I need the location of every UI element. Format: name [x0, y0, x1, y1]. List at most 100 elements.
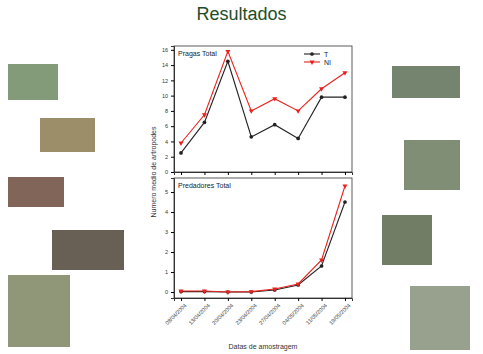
marker: [296, 283, 300, 287]
y-axis-title: Numero medio de artropodes: [150, 126, 158, 218]
y-tick-mark: [171, 50, 174, 51]
marker: [226, 59, 230, 63]
marker: [249, 135, 253, 139]
x-tick-mark: [228, 172, 229, 175]
y-tick-label: 6: [165, 123, 168, 129]
photo: [404, 140, 460, 190]
marker: [296, 283, 301, 287]
x-tick-label: 04/05/2004: [281, 302, 305, 326]
x-tick-label: 13/04/2004: [187, 302, 211, 326]
y-axis: 0246810121416: [162, 47, 175, 176]
photo: [8, 177, 64, 207]
x-tick-label: 23/04/2004: [234, 302, 258, 326]
x-tick-mark: [322, 172, 323, 175]
marker: [203, 290, 207, 294]
chart: 0246810121416Pragas TotalTNI: [162, 46, 353, 175]
x-tick: 11/05/2004: [305, 298, 328, 326]
legend-marker: [309, 61, 314, 65]
marker: [249, 109, 254, 113]
marker: [319, 259, 324, 263]
marker: [319, 87, 324, 91]
x-tick-mark: [181, 298, 182, 301]
marker: [179, 290, 184, 294]
y-tick-mark: [171, 111, 174, 112]
x-tick: [228, 172, 229, 175]
y-tick: 5: [165, 189, 174, 195]
y-tick-mark: [171, 252, 174, 253]
y-tick-mark: [171, 65, 174, 66]
marker: [225, 50, 230, 54]
marker: [179, 151, 183, 155]
x-tick-mark: [275, 172, 276, 175]
photo: [52, 230, 124, 270]
page-title: Resultados: [196, 4, 286, 24]
x-tick: [181, 172, 182, 175]
y-tick: 2: [165, 249, 174, 255]
legend: TNI: [304, 51, 331, 66]
y-tick-label: 5: [165, 189, 168, 195]
x-tick-label: 19/05/2004: [328, 302, 352, 326]
y-tick: 10: [162, 93, 174, 99]
series-line: [181, 202, 345, 292]
y-tick-mark: [171, 212, 174, 213]
y-tick-label: 1: [165, 269, 168, 275]
y-tick: 14: [162, 62, 174, 68]
x-tick: [275, 172, 276, 175]
y-tick-label: 16: [162, 47, 168, 53]
marker: [202, 290, 207, 294]
legend-marker: [310, 52, 314, 56]
x-tick: [322, 172, 323, 175]
x-tick-mark: [228, 298, 229, 301]
marker: [203, 120, 207, 124]
y-tick: 8: [165, 108, 174, 114]
x-tick-mark: [298, 298, 299, 301]
plot-frame: [174, 46, 352, 172]
x-tick-mark: [298, 172, 299, 175]
y-tick: 2: [165, 154, 174, 160]
y-tick-label: 0: [165, 289, 168, 295]
x-tick: 08/04/2004: [164, 298, 188, 326]
photo: [8, 64, 58, 100]
marker: [320, 264, 324, 268]
chart-title: Pragas Total: [178, 50, 217, 58]
x-tick-label: 11/05/2004: [305, 302, 328, 325]
marker: [296, 109, 301, 113]
x-tick-label: 08/04/2004: [164, 302, 188, 326]
y-tick-label: 12: [162, 78, 168, 84]
chart-title: Predadores Total: [178, 182, 231, 189]
x-tick: [204, 172, 205, 175]
y-tick-label: 2: [165, 154, 168, 160]
x-axis-line: [175, 173, 353, 176]
marker: [273, 288, 277, 292]
marker: [179, 142, 184, 146]
marker: [296, 137, 300, 141]
y-tick: 16: [162, 47, 174, 53]
y-tick-label: 3: [165, 229, 168, 235]
x-tick-mark: [345, 298, 346, 301]
x-tick-label: 20/04/2004: [211, 302, 235, 326]
series-line: [181, 61, 345, 153]
photo: [392, 66, 460, 98]
chart: 01234508/04/200413/04/200420/04/200423/0…: [164, 178, 353, 351]
x-tick: [251, 172, 252, 175]
x-tick-mark: [251, 298, 252, 301]
x-tick: 23/04/2004: [234, 298, 258, 326]
marker: [202, 113, 207, 117]
x-tick: 13/04/2004: [187, 298, 211, 326]
x-tick-mark: [322, 298, 323, 301]
x-tick: 04/05/2004: [281, 298, 305, 326]
y-axis: 012345: [165, 179, 175, 299]
y-tick: 0: [165, 289, 174, 295]
marker: [342, 185, 347, 189]
y-tick-label: 14: [162, 62, 168, 68]
marker: [249, 290, 253, 294]
x-tick: 27/04/2004: [258, 298, 282, 326]
x-tick-mark: [204, 298, 205, 301]
y-tick-mark: [171, 192, 174, 193]
x-tick: 20/04/2004: [211, 298, 235, 326]
legend-label: NI: [324, 59, 331, 66]
x-tick-mark: [181, 172, 182, 175]
x-tick-label: 27/04/2004: [258, 302, 282, 326]
y-tick-mark: [171, 157, 174, 158]
x-tick: [345, 172, 346, 175]
